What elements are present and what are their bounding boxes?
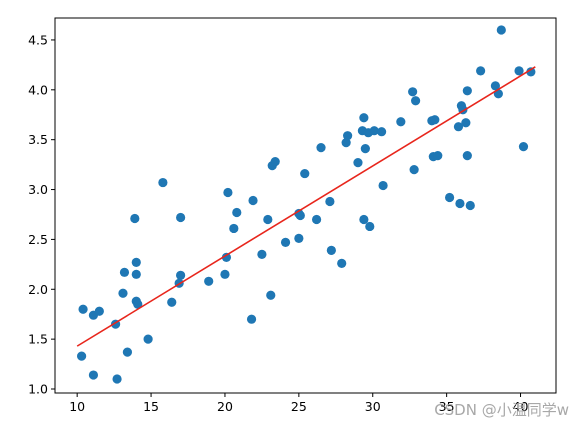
x-tick-label: 30 (365, 399, 381, 414)
scatter-point (461, 118, 471, 128)
scatter-point (377, 127, 387, 137)
scatter-point (326, 245, 336, 255)
scatter-point (453, 122, 464, 132)
scatter-point (430, 115, 440, 125)
scatter-point (270, 157, 280, 167)
scatter-point (300, 168, 310, 179)
scatter-point (94, 306, 104, 316)
x-tick-label: 20 (217, 399, 233, 414)
scatter-point (294, 233, 304, 244)
scatter-point (490, 81, 501, 91)
scatter-point (246, 314, 257, 324)
scatter-point (396, 117, 406, 127)
scatter-point (526, 67, 536, 77)
scatter-point (266, 290, 276, 300)
scatter-point (462, 86, 472, 96)
scatter-point (204, 276, 214, 286)
x-tick-label: 25 (291, 399, 307, 414)
scatter-point (118, 288, 128, 298)
y-tick-label: 2.5 (28, 232, 48, 247)
scatter-point (158, 177, 168, 188)
scatter-point (167, 297, 177, 307)
x-tick-label: 15 (143, 399, 159, 414)
scatter-point (122, 347, 133, 357)
scatter-point (130, 213, 140, 224)
scatter-point (360, 144, 370, 154)
scatter-point (263, 214, 273, 225)
y-tick-label: 3.5 (28, 132, 48, 147)
scatter-point (341, 138, 351, 148)
scatter-point (316, 143, 326, 153)
scatter-point (131, 269, 141, 279)
scatter-point (280, 237, 291, 248)
scatter-point (131, 257, 141, 267)
scatter-point (353, 158, 363, 168)
scatter-point (133, 299, 143, 309)
scatter-point (257, 249, 267, 259)
scatter-point (378, 180, 388, 191)
scatter-point (365, 221, 375, 232)
plot-frame (54, 17, 557, 394)
scatter-point (176, 270, 186, 280)
scatter-point (444, 192, 455, 203)
y-tick-label: 3.0 (28, 182, 48, 197)
scatter-point (229, 223, 239, 234)
scatter-point (223, 187, 233, 198)
y-tick-label: 4.0 (28, 82, 48, 97)
scatter-point (295, 210, 305, 221)
scatter-point (369, 126, 379, 136)
y-tick-label: 4.5 (28, 32, 48, 47)
scatter-point (220, 269, 230, 279)
x-tick-label: 40 (513, 399, 529, 414)
scatter-point (455, 198, 465, 209)
scatter-point (409, 164, 419, 175)
scatter-point (248, 195, 258, 206)
scatter-point (78, 304, 88, 314)
scatter-point (311, 214, 322, 225)
scatter-point (77, 351, 87, 361)
scatter-point (462, 151, 472, 161)
x-tick-label: 10 (69, 399, 85, 414)
scatter-point (337, 258, 347, 268)
scatter-point (359, 113, 369, 123)
scatter-point (359, 214, 369, 225)
y-tick-label: 2.0 (28, 282, 48, 297)
y-tick-label: 1.5 (28, 332, 48, 347)
regression-line (76, 66, 536, 347)
scatter-point (176, 212, 186, 223)
scatter-point (343, 131, 353, 141)
watermark: CSDN @小温同学w (434, 401, 569, 419)
scatter-point (143, 334, 153, 344)
scatter-point (232, 207, 242, 218)
y-tick-label: 1.0 (28, 382, 48, 397)
scatter-point (408, 87, 418, 97)
scatter-point (411, 96, 421, 106)
scatter-point (496, 25, 506, 35)
scatter-point (325, 196, 335, 207)
scatter-point (476, 66, 486, 76)
x-tick-label: 35 (439, 399, 455, 414)
scatter-point (514, 66, 524, 76)
scatter-point (433, 151, 443, 161)
scatter-point (221, 252, 232, 262)
scatter-point (112, 374, 122, 384)
scatter-point (465, 200, 475, 211)
scatter-point (518, 142, 529, 152)
scatter-point (88, 370, 99, 380)
scatter-point (119, 267, 130, 277)
